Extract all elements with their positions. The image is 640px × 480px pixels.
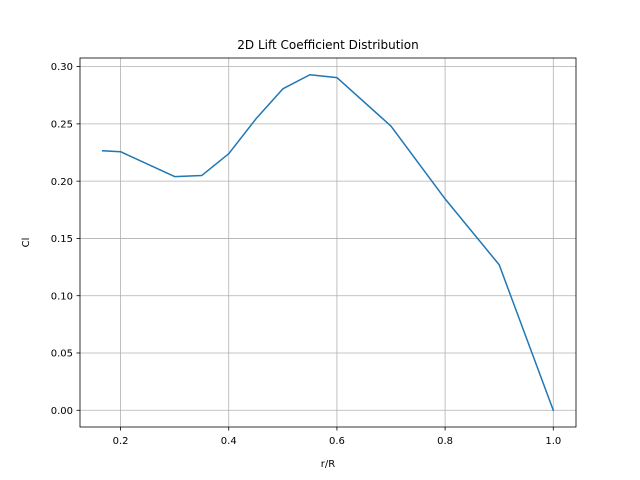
x-tick-label: 0.6: [329, 436, 345, 447]
tick-marks: 0.2 0.4 0.6 0.8 1.0 0.00 0.05 0.10 0.15 0.20 0.25 0…: [51, 62, 562, 447]
y-tick-label: 0.00: [51, 406, 73, 417]
chart-title: 2D Lift Coefficient Distribution: [237, 38, 418, 52]
y-axis-label: Cl: [21, 238, 32, 248]
plot-frame: [79, 57, 577, 428]
y-tick-label: 0.30: [51, 62, 73, 73]
y-tick-label: 0.20: [51, 177, 73, 188]
y-tick-label: 0.15: [51, 234, 73, 245]
y-tick-label: 0.10: [51, 291, 73, 302]
y-tick-label: 0.05: [51, 349, 73, 360]
y-tick-label: 0.25: [51, 119, 73, 130]
x-tick-label: 0.2: [113, 436, 129, 447]
x-axis-label: r/R: [321, 459, 335, 470]
grid-lines: [80, 58, 576, 427]
series-layer: [101, 73, 555, 412]
x-tick-label: 0.4: [221, 436, 237, 447]
x-tick-label: 0.8: [437, 436, 453, 447]
x-tick-label: 1.0: [545, 436, 561, 447]
